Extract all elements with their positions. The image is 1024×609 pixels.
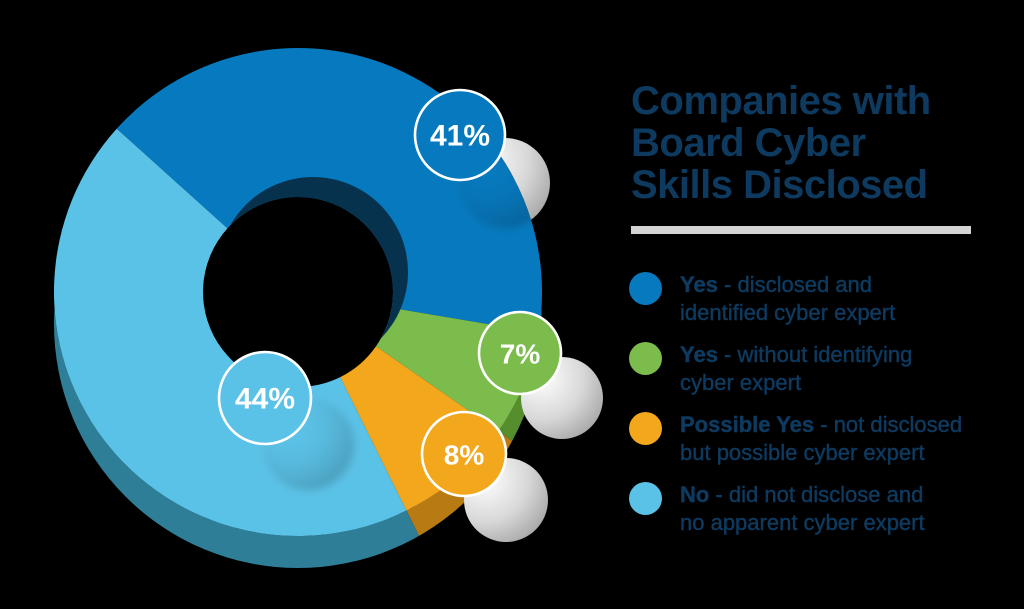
svg-text:44%: 44% bbox=[235, 383, 295, 416]
svg-text:8%: 8% bbox=[444, 440, 485, 471]
svg-text:41%: 41% bbox=[430, 120, 490, 153]
svg-text:7%: 7% bbox=[500, 339, 541, 370]
